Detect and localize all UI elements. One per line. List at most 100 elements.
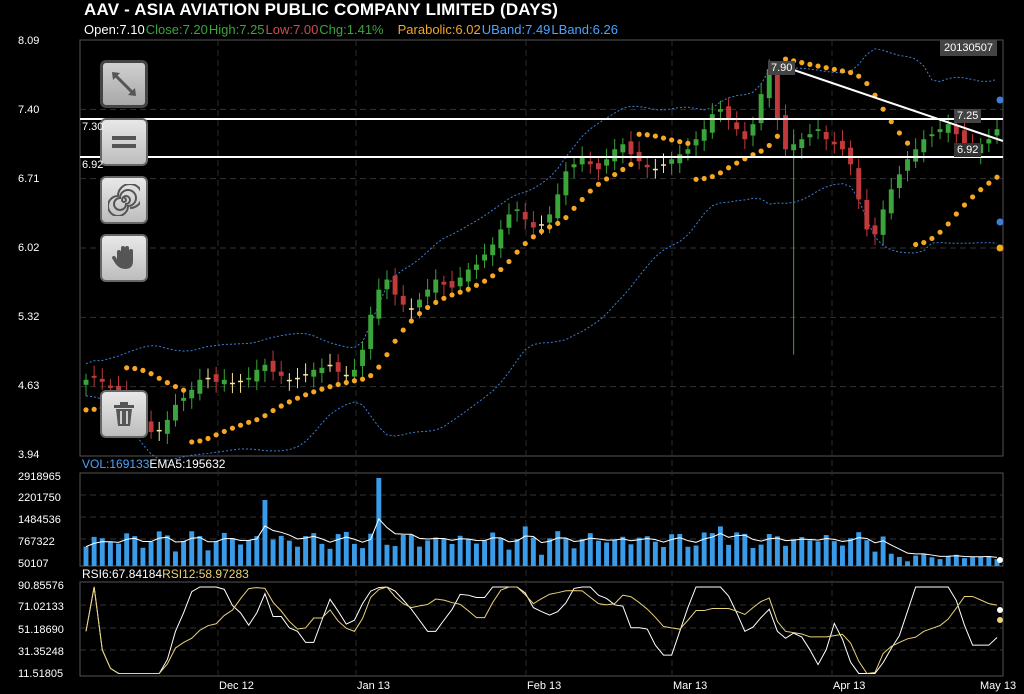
volume-bar [99,538,105,566]
candle-body [205,377,211,380]
parabolic-dot [83,407,89,413]
candle-body [823,131,829,140]
parabolic-dot [530,234,536,240]
vol-tick-label: 2201750 [18,492,61,504]
parabolic-marker [996,244,1004,252]
rsi-tick-label: 51.18690 [18,624,64,636]
vol-tick-label: 767322 [18,536,55,548]
candle-body [945,124,951,133]
volume-bar [140,547,146,566]
parabolic-dot [595,181,602,187]
parabolic-dot [669,137,675,143]
volume-bar [132,536,138,566]
parabolic-dot [945,221,951,227]
parabolic-dot [189,439,195,445]
uband-value: UBand:7.49 [481,22,551,37]
volume-bar [197,536,203,566]
volume-bar [685,546,691,566]
pan-tool-button[interactable] [100,234,148,282]
volume-bar [498,537,504,566]
candle-body [693,139,699,146]
volume-bar [506,549,512,566]
parabolic-dot [197,438,203,444]
parabolic-dot [961,202,968,208]
candle-body [392,275,398,295]
candle-body [148,421,154,432]
volume-bar [555,531,561,566]
volume-bar [783,545,788,566]
parabolic-dot [904,140,911,146]
trendline-tool-icon [112,72,136,96]
volume-bar [83,546,89,566]
parabolic-dot [416,310,423,317]
volume-bar [433,537,439,566]
delete-tool-button[interactable] [100,390,148,438]
parabolic-dot [799,60,805,66]
candle-body [661,164,666,166]
parabolic-dot [847,69,854,76]
parabolic-dot [620,166,626,173]
volume-bar [173,551,178,566]
y-tick-label: 3.94 [18,449,40,461]
volume-bar [571,548,577,566]
fibonacci-tool-button[interactable] [100,176,148,224]
chart-title: AAV - ASIA AVIATION PUBLIC COMPANY LIMIT… [84,0,559,19]
volume-bar [238,544,243,566]
x-tick-label: Mar 13 [673,680,708,692]
candle-body [604,159,610,166]
y-tick-label: 8.09 [18,35,40,47]
candle-body [425,289,431,297]
parabolic-dot [734,160,740,166]
volume-bar [913,555,919,566]
candle-body [319,367,325,374]
volume-bar [669,534,675,566]
parabolic-dot [913,241,919,248]
parabolic-dot [831,66,837,72]
candle-body [83,379,89,385]
volume-bar [547,538,553,566]
volume-bar [148,541,154,566]
lband-marker [996,218,1004,226]
candle-body [490,244,496,256]
candle-body [514,209,520,212]
candle-body [173,404,178,421]
parabolic-value: Parabolic:6.02 [397,22,481,37]
parabolic-dot [612,171,618,178]
candle-body [669,159,675,164]
rsi6-marker [997,607,1003,613]
parabolic-dot [392,338,398,344]
candle-body [555,194,561,219]
candle-body [766,69,772,99]
parabolic-dot [514,249,520,255]
trendline-tool-button[interactable] [100,60,148,108]
rsi-panel-frame [79,581,1004,677]
parabolic-dot [815,63,821,69]
parabolic-dot [327,384,333,390]
volume-bar [514,538,520,566]
candle-body [644,164,650,168]
candle-body [189,389,195,399]
volume-bar [896,556,902,566]
volume-bar [156,531,162,566]
trendline [784,66,1004,142]
parabolic-dot [246,419,252,425]
volume-bar [661,547,666,566]
volume-bar [213,541,219,566]
candle-body [807,134,813,138]
parabolic-dot [563,214,569,221]
volume-bar [278,535,284,566]
candle-body [685,149,691,154]
candle-body [864,200,870,230]
volume-bar [91,536,97,566]
horizontal-line-tool-button[interactable] [100,118,148,166]
volume-bar [726,544,732,566]
volume-bar [612,539,618,566]
parabolic-dot [433,299,439,306]
volume-bar [286,540,292,566]
candle-body [238,380,243,383]
parabolic-dot [766,142,772,149]
parabolic-dot [693,176,699,182]
candle-body [905,159,910,171]
y-tick-label: 7.40 [18,104,40,116]
